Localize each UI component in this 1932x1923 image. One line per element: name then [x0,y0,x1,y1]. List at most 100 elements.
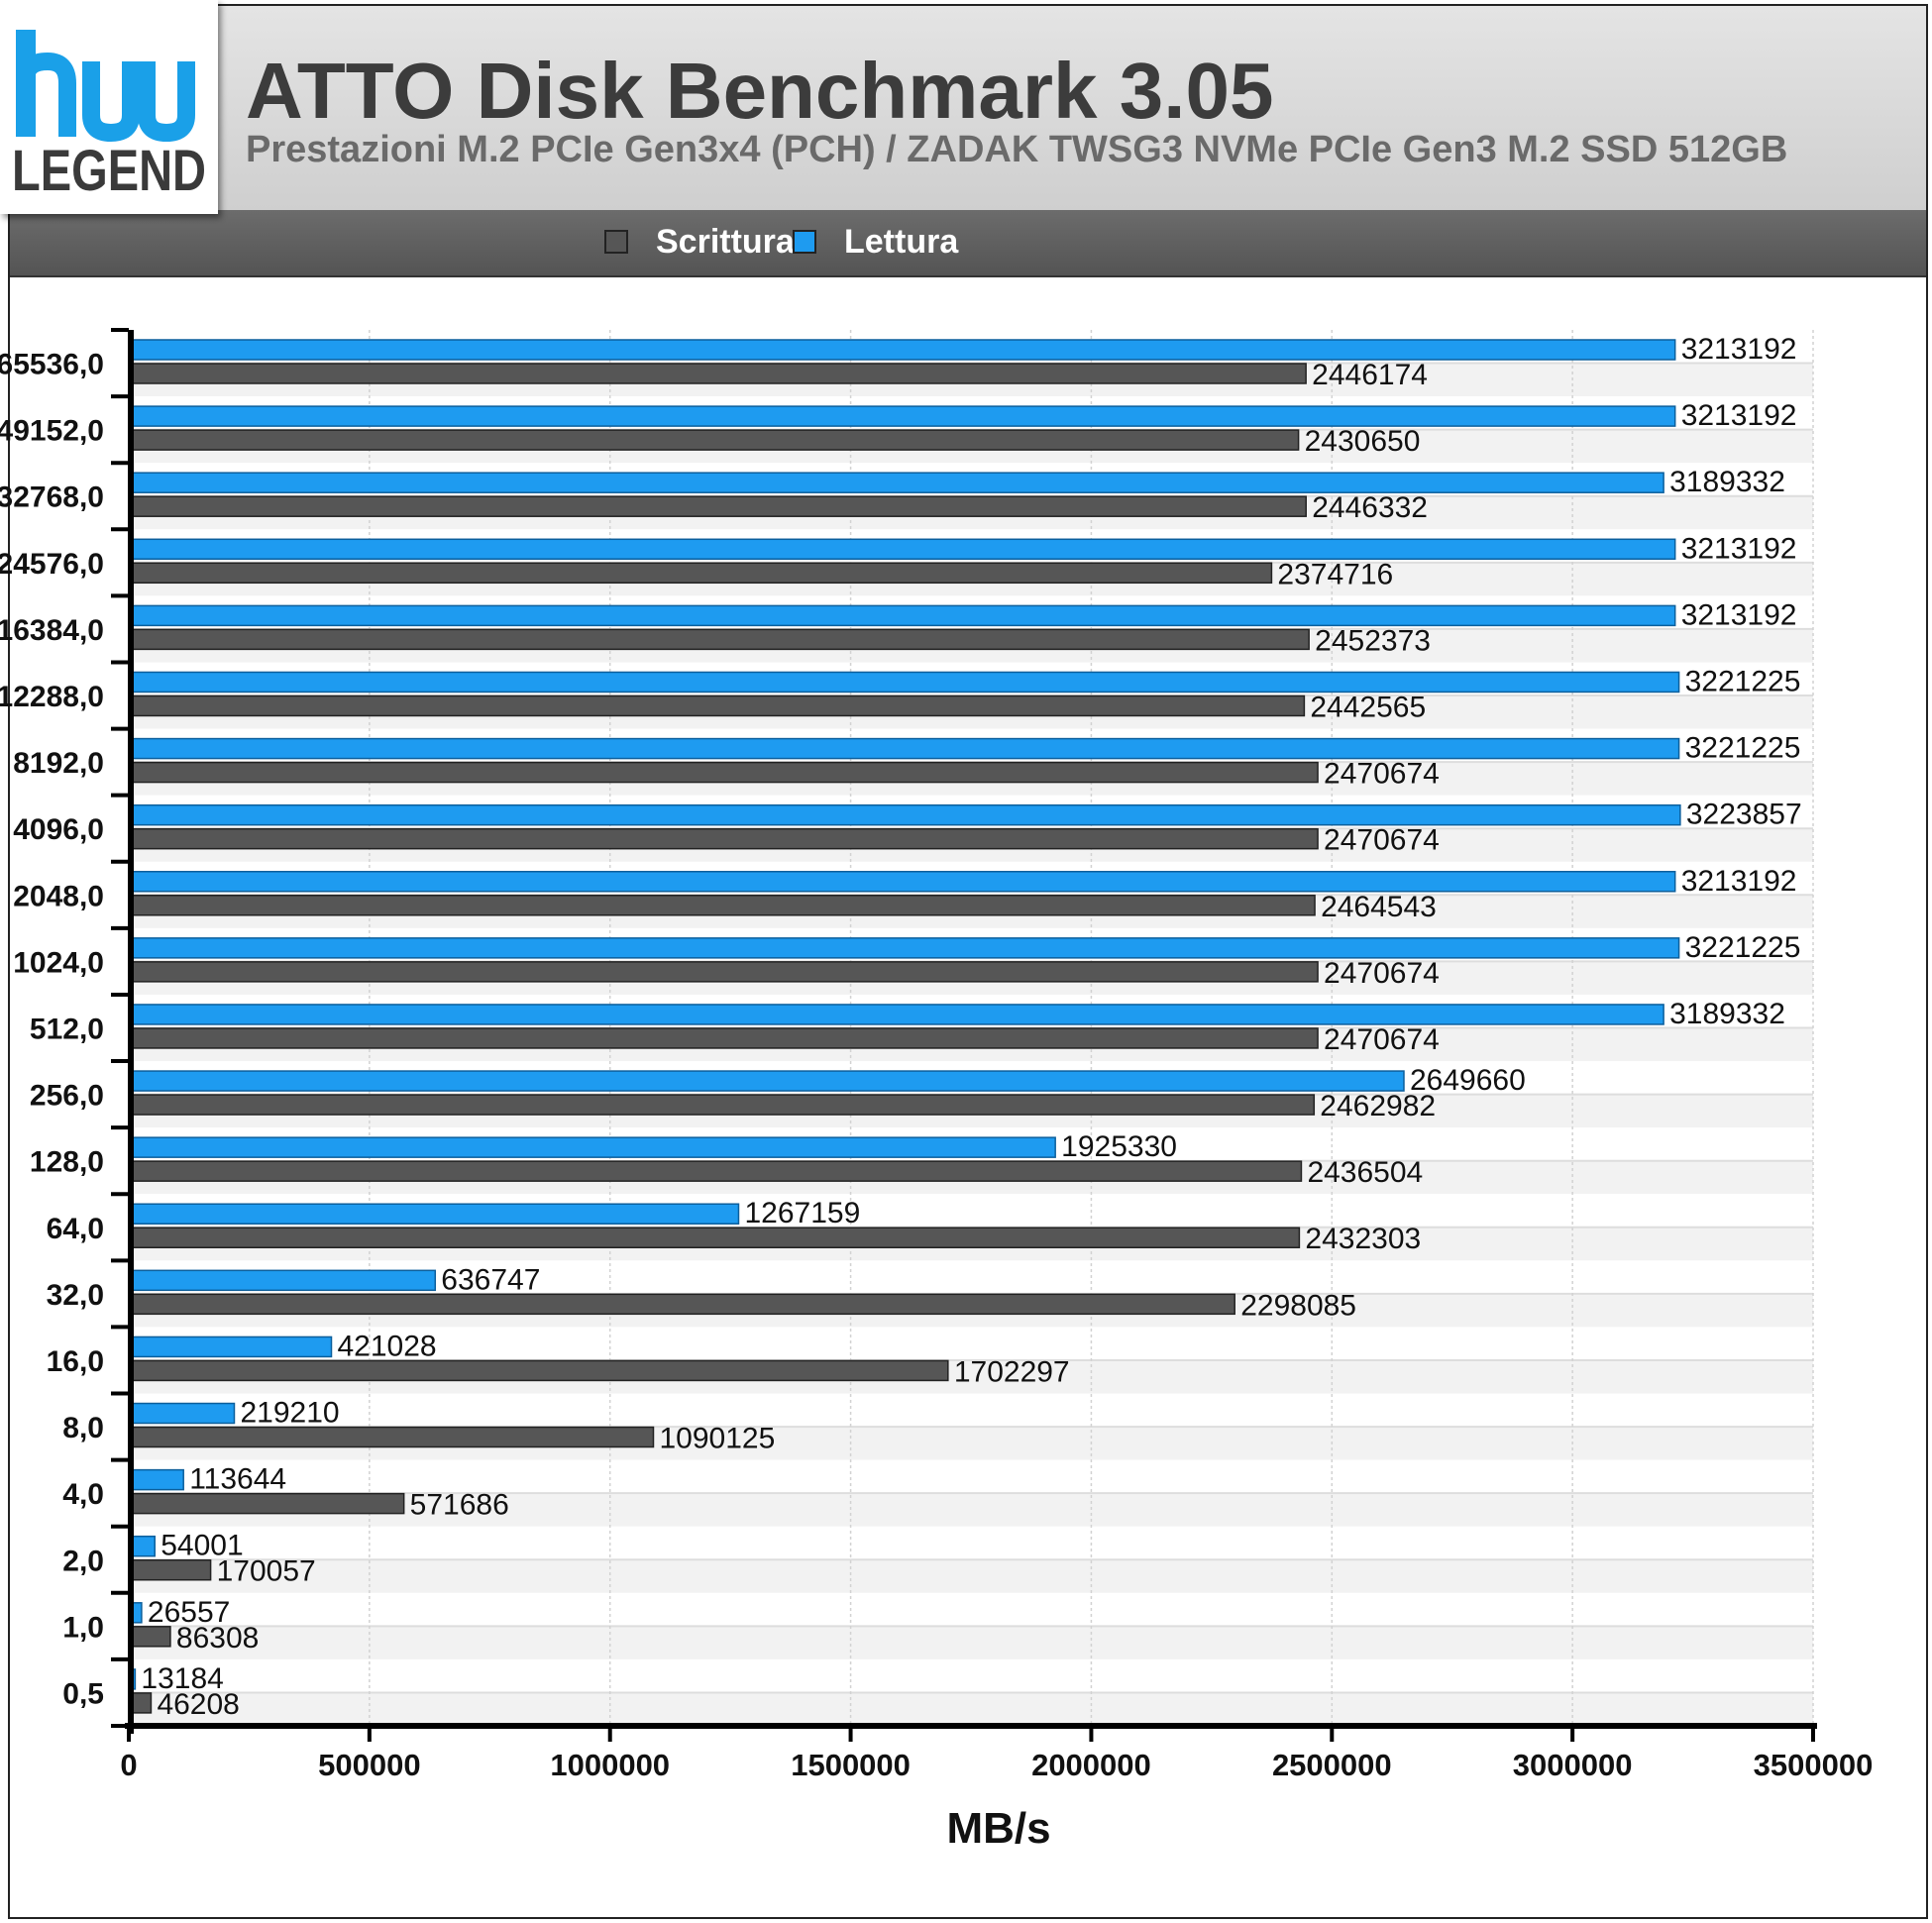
bar-write [128,562,1273,585]
data-label-read: 113644 [189,1463,286,1496]
y-tick-label: 49152,0 [0,415,104,448]
bar-read [128,1203,740,1225]
data-label-write: 2470674 [1324,824,1440,857]
data-label-write: 2470674 [1324,957,1440,990]
data-label-write: 2446174 [1312,359,1428,391]
data-label-read: 421028 [337,1330,436,1362]
bar-write [128,495,1307,517]
band-bg [129,1526,1813,1560]
y-tick-label: 2048,0 [13,880,104,912]
data-label-write: 2464543 [1321,891,1437,923]
bar-write [128,827,1319,850]
x-tick-label: 3000000 [1513,1748,1633,1782]
bar-write [128,1027,1319,1049]
bar-read [128,1269,437,1292]
data-label-write: 1702297 [954,1355,1070,1388]
logo-text-legend: LEGEND [12,139,206,203]
y-tick-label: 32,0 [47,1279,104,1312]
y-tick-label: 24576,0 [0,548,104,581]
y-tick-label: 256,0 [30,1080,104,1113]
bar-write [128,761,1319,784]
bar-read [128,604,1676,627]
data-label-read: 3213192 [1681,333,1797,366]
y-tick-label: 1,0 [62,1611,104,1644]
bar-write [128,961,1319,983]
hwlegend-logo: LEGEND [0,0,218,214]
bar-write [128,694,1306,717]
bar-write [128,895,1316,916]
band-bg [129,1559,1813,1593]
logo-letters-hu [16,30,195,143]
legend-item-write: Scrittura [604,222,795,262]
x-axis-label: MB/s [946,1804,1050,1853]
data-label-read: 219210 [240,1397,339,1430]
y-tick-label: 1024,0 [13,946,104,979]
y-tick-label: 8192,0 [13,747,104,780]
bar-read [128,671,1680,694]
band-bg [129,1327,1813,1360]
data-label-read: 2649660 [1410,1064,1526,1097]
band-bg [129,1459,1813,1494]
bar-write [128,363,1307,384]
data-label-read: 3223857 [1686,799,1802,831]
y-tick-label: 16,0 [47,1345,104,1378]
data-label-read: 1267159 [744,1197,860,1229]
band-bg [129,1393,1813,1428]
chart-subtitle: Prestazioni M.2 PCIe Gen3x4 (PCH) / ZADA… [246,129,1788,170]
bar-read [128,1070,1405,1092]
data-label-read: 3189332 [1669,466,1785,498]
x-tick-label: 3500000 [1754,1748,1874,1782]
header: ATTO Disk Benchmark 3.05 Prestazioni M.2… [10,6,1926,210]
y-tick-label: 64,0 [47,1213,104,1245]
data-label-write: 2374716 [1277,558,1393,590]
legend: Scrittura Lettura [10,210,1926,277]
bar-read [128,1402,236,1425]
data-label-write: 2470674 [1324,1023,1440,1056]
data-label-read: 13184 [141,1662,223,1695]
data-label-read: 1925330 [1061,1130,1177,1163]
band-bg [129,1493,1813,1527]
legend-label-read: Lettura [844,222,959,261]
bar-read [128,472,1664,493]
data-label-write: 46208 [157,1688,239,1721]
y-tick-label: 65536,0 [0,349,104,381]
bar-write [128,429,1300,451]
x-tick-label: 1500000 [791,1748,911,1782]
data-label-write: 2470674 [1324,758,1440,791]
band-bg [129,1658,1813,1693]
data-label-write: 1090125 [659,1423,775,1455]
bar-write [128,1227,1301,1248]
data-label-write: 2446332 [1312,491,1428,524]
data-label-write: 2298085 [1240,1289,1356,1322]
data-label-write: 2452373 [1315,624,1431,657]
data-label-read: 3213192 [1681,399,1797,432]
bar-write [128,1426,655,1448]
data-label-read: 3213192 [1681,865,1797,898]
y-tick-label: 128,0 [30,1146,104,1179]
data-label-write: 2462982 [1320,1090,1436,1122]
y-tick-label: 8,0 [62,1412,104,1444]
data-label-read: 26557 [148,1596,230,1629]
x-tick-label: 0 [120,1748,137,1782]
legend-swatch-read [793,230,816,254]
y-tick-label: 0,5 [62,1677,104,1710]
data-label-write: 571686 [410,1489,509,1522]
y-tick-label: 4,0 [62,1478,104,1511]
y-tick-label: 12288,0 [0,681,104,713]
data-label-write: 170057 [217,1555,316,1588]
x-tick-label: 2500000 [1272,1748,1392,1782]
data-label-read: 3189332 [1669,998,1785,1030]
data-label-write: 2432303 [1305,1223,1421,1255]
logo-graphic: LEGEND [12,30,206,203]
data-label-read: 3221225 [1685,665,1801,697]
bar-write [128,1160,1303,1182]
y-tick-label: 4096,0 [13,813,104,846]
y-tick-label: 16384,0 [0,614,104,647]
bar-read [128,1136,1056,1158]
bar-write [128,1293,1235,1316]
bar-read [128,737,1680,760]
x-tick-label: 500000 [318,1748,420,1782]
x-tick-label: 2000000 [1031,1748,1151,1782]
bar-read [128,1004,1664,1025]
